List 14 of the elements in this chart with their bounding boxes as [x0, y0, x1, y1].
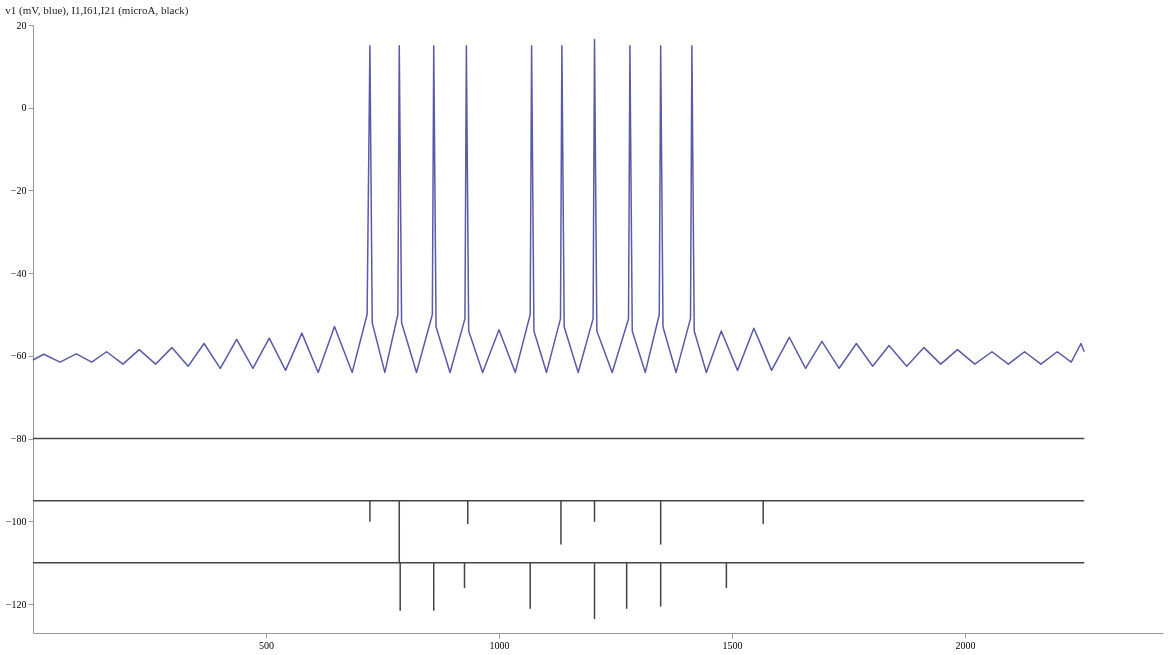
x-tick-label: 1500	[722, 639, 743, 651]
x-tick-label: 1000	[489, 639, 510, 651]
y-tick-label: −60	[10, 350, 27, 362]
y-tick-label: −80	[10, 433, 27, 445]
y-tick-label: 0	[21, 102, 27, 114]
y-tick-label: 20	[16, 19, 27, 31]
y-tick-label: −40	[10, 267, 27, 279]
y-tick-label: −100	[5, 515, 27, 527]
y-tick-label: −20	[10, 184, 27, 196]
x-tick-label: 500	[258, 639, 274, 651]
line-series	[32, 38, 1085, 374]
chart-title: v1 (mV, blue), I1,I61,I21 (microA, black)	[5, 4, 189, 17]
x-tick-label: 2000	[955, 639, 976, 651]
y-tick-label: −120	[5, 598, 27, 610]
